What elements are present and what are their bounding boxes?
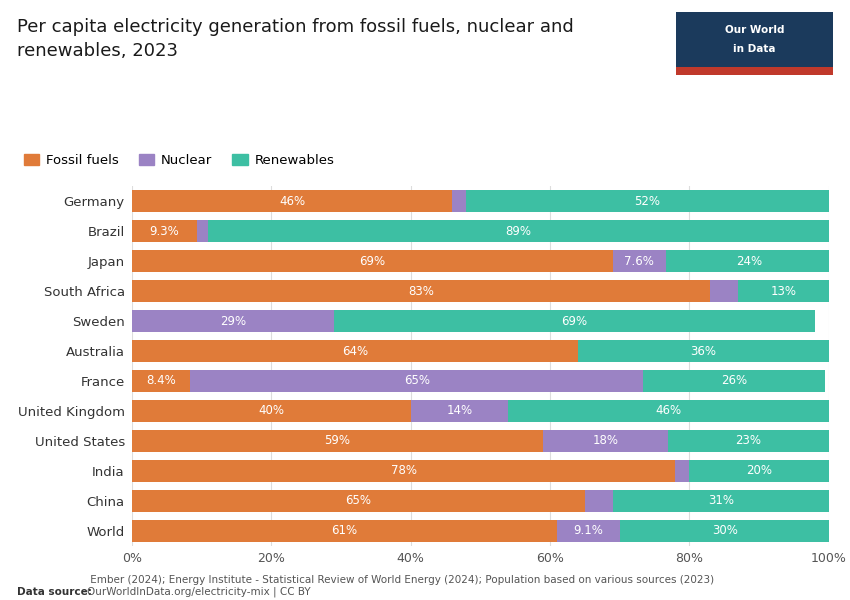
Text: 14%: 14% — [446, 404, 473, 418]
Bar — [132, 280, 711, 302]
Text: 46%: 46% — [279, 194, 305, 208]
Legend: Fossil fuels, Nuclear, Renewables: Fossil fuels, Nuclear, Renewables — [24, 154, 334, 167]
Bar — [452, 190, 467, 212]
Bar — [738, 280, 829, 302]
Bar — [711, 280, 738, 302]
Bar — [666, 250, 833, 272]
Bar — [613, 490, 829, 512]
Bar — [620, 520, 830, 542]
Text: 9.3%: 9.3% — [150, 224, 179, 238]
Text: 65%: 65% — [404, 374, 430, 388]
Bar — [132, 310, 334, 332]
Bar — [585, 490, 613, 512]
Bar — [578, 340, 829, 362]
Text: 89%: 89% — [506, 224, 531, 238]
Text: 65%: 65% — [345, 494, 371, 508]
Bar — [208, 220, 829, 242]
Bar — [643, 370, 824, 392]
Bar — [132, 460, 676, 482]
Text: Ember (2024); Energy Institute - Statistical Review of World Energy (2024); Popu: Ember (2024); Energy Institute - Statist… — [87, 575, 714, 597]
Bar — [190, 370, 643, 392]
Text: 40%: 40% — [258, 404, 284, 418]
Bar — [132, 190, 452, 212]
Bar — [132, 430, 543, 452]
Bar — [132, 340, 578, 362]
Bar — [543, 430, 668, 452]
Text: 23%: 23% — [735, 434, 762, 448]
Bar — [132, 490, 585, 512]
Text: 64%: 64% — [342, 344, 368, 358]
Bar — [467, 190, 829, 212]
Bar — [557, 520, 620, 542]
Text: 7.6%: 7.6% — [624, 254, 654, 268]
Bar — [334, 310, 815, 332]
Text: 78%: 78% — [391, 464, 416, 478]
Text: 18%: 18% — [592, 434, 619, 448]
Bar — [132, 400, 411, 422]
Text: 36%: 36% — [690, 344, 717, 358]
FancyBboxPatch shape — [676, 12, 833, 75]
Text: Our World: Our World — [724, 25, 784, 35]
Text: 20%: 20% — [746, 464, 772, 478]
Bar — [676, 460, 689, 482]
Text: 24%: 24% — [736, 254, 762, 268]
Text: 30%: 30% — [712, 524, 738, 538]
Text: 26%: 26% — [721, 374, 747, 388]
Text: 46%: 46% — [655, 404, 682, 418]
Text: 83%: 83% — [408, 284, 434, 298]
Bar — [508, 400, 829, 422]
Bar — [132, 370, 190, 392]
Text: Data source:: Data source: — [17, 587, 92, 597]
Text: Per capita electricity generation from fossil fuels, nuclear and
renewables, 202: Per capita electricity generation from f… — [17, 18, 574, 59]
Bar — [613, 250, 666, 272]
Text: 69%: 69% — [360, 254, 385, 268]
Text: 52%: 52% — [635, 194, 660, 208]
Bar — [668, 430, 829, 452]
Text: in Data: in Data — [733, 44, 775, 53]
Text: 8.4%: 8.4% — [146, 374, 176, 388]
Text: 13%: 13% — [770, 284, 796, 298]
Bar — [132, 520, 557, 542]
Text: 31%: 31% — [708, 494, 734, 508]
Bar — [132, 250, 613, 272]
Bar — [411, 400, 508, 422]
Bar — [689, 460, 829, 482]
Bar — [676, 67, 833, 75]
Text: 9.1%: 9.1% — [574, 524, 603, 538]
Text: 61%: 61% — [332, 524, 357, 538]
Bar — [196, 220, 208, 242]
Bar — [132, 220, 196, 242]
Text: 29%: 29% — [220, 314, 246, 328]
Text: 69%: 69% — [561, 314, 587, 328]
Text: 59%: 59% — [325, 434, 350, 448]
